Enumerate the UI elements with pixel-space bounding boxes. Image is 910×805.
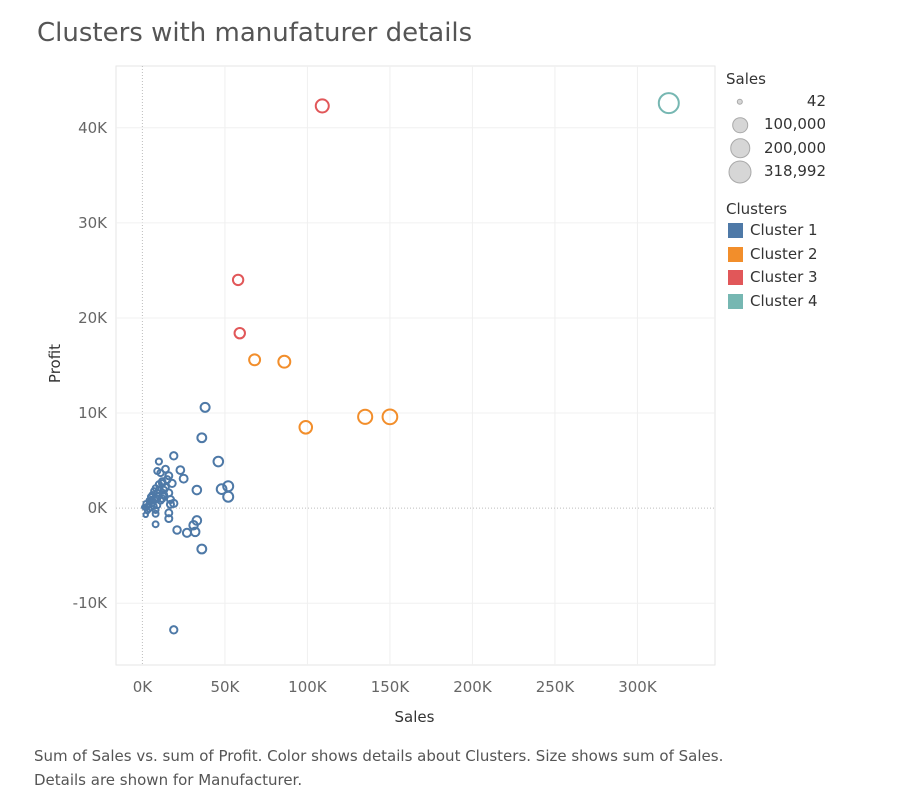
cluster-1-point — [175, 465, 186, 475]
cluster-1-point — [142, 511, 149, 519]
y-tick-label: 0K — [88, 499, 109, 517]
cluster-2-point — [381, 408, 399, 426]
cluster-1-point — [169, 625, 179, 635]
y-tick-label: -10K — [73, 594, 108, 612]
x-tick-label: 250K — [536, 678, 576, 696]
x-tick-label: 100K — [288, 678, 328, 696]
size-legend-circle — [736, 98, 744, 105]
legend: Sales 42 100,000 200,000 318,992 Clusters C… — [726, 70, 826, 314]
cluster-1-point — [212, 455, 225, 468]
color-legend-swatch — [728, 270, 743, 286]
cluster-1-point — [188, 520, 199, 531]
cluster-1-point — [165, 499, 175, 509]
y-tick-label: 10K — [78, 404, 108, 422]
color-legend-swatch — [728, 223, 743, 239]
size-legend-item: 200,000 — [726, 137, 826, 160]
color-legend-item[interactable]: Cluster 2 — [726, 244, 826, 268]
cluster-1-point — [199, 401, 211, 413]
x-tick-label: 150K — [371, 678, 411, 696]
color-legend-item[interactable]: Cluster 4 — [726, 291, 826, 315]
plot-frame — [115, 65, 716, 666]
color-legend-label: Cluster 4 — [750, 291, 818, 310]
color-legend-item[interactable]: Cluster 3 — [726, 267, 826, 291]
chart-title: Clusters with manufaturer details — [37, 18, 473, 48]
y-tick-label: 40K — [78, 119, 108, 137]
cluster-1-point — [153, 467, 162, 476]
size-legend-item: 100,000 — [726, 113, 826, 136]
cluster-1-point — [151, 506, 160, 514]
cluster-2-point — [248, 353, 262, 367]
cluster-1-point — [154, 485, 163, 495]
cluster-1-point — [151, 520, 160, 529]
size-legend-label: 200,000 — [763, 138, 826, 157]
size-legend-label: 42 — [806, 92, 826, 110]
cluster-1-point — [162, 475, 172, 485]
y-tick-label: 20K — [78, 309, 108, 327]
color-legend-label: Cluster 2 — [750, 244, 818, 263]
color-legend-label: Cluster 1 — [750, 221, 818, 240]
cluster-1-point — [178, 473, 189, 484]
size-legend: 42 100,000 200,000 318,992 — [726, 90, 826, 184]
cluster-1-point — [215, 483, 228, 495]
cluster-1-point — [154, 457, 163, 466]
cluster-1-point — [164, 508, 174, 518]
cluster-1-point — [157, 477, 167, 486]
cluster-1-point — [142, 500, 149, 507]
size-legend-title: Sales — [726, 70, 766, 88]
cluster-1-point — [164, 514, 174, 524]
x-tick-label: 200K — [453, 678, 493, 696]
x-tick-label: 300K — [618, 678, 658, 696]
size-legend-item: 42 — [726, 90, 826, 113]
size-legend-label: 318,992 — [763, 161, 826, 180]
size-legend-label: 100,000 — [763, 115, 826, 134]
y-tick-label: 30K — [78, 214, 108, 232]
color-legend-swatch — [728, 293, 743, 309]
cluster-3-point — [314, 98, 330, 114]
cluster-3-point — [233, 326, 246, 340]
cluster-1-point — [169, 451, 179, 461]
cluster-1-point — [196, 543, 208, 555]
size-legend-circle — [732, 117, 748, 133]
color-legend-title: Clusters — [726, 200, 788, 219]
cluster-1-point — [159, 490, 169, 500]
scatter-plot: 0K 50K 100K 150K 200K 250K 300K -10K 0K 10K 20K 30K… — [46, 65, 716, 726]
cluster-2-point — [277, 354, 292, 369]
cluster-4-point — [657, 92, 680, 115]
cluster-1-point — [191, 484, 203, 496]
size-legend-item: 318,992 — [726, 160, 826, 184]
y-axis-title: Profit — [46, 344, 64, 383]
cluster-1-point — [196, 432, 208, 444]
color-legend-item[interactable]: Cluster 1 — [726, 220, 826, 244]
cluster-1-point — [222, 490, 235, 503]
cluster-2-point — [357, 408, 374, 425]
x-axis-title: Sales — [395, 708, 435, 726]
chart-caption: Sum of Sales vs. sum of Profit. Color sh… — [34, 747, 724, 789]
cluster-1-point — [153, 494, 162, 503]
color-legend: Cluster 1 Cluster 2 Cluster 3 Cluster 4 — [726, 220, 826, 314]
cluster-2-point — [298, 420, 314, 435]
color-legend-label: Cluster 3 — [750, 268, 818, 287]
cluster-1-point — [181, 527, 192, 538]
color-legend-swatch — [728, 246, 743, 262]
cluster-1-point — [151, 509, 160, 518]
cluster-3-point — [231, 273, 245, 287]
cluster-1-point — [172, 525, 182, 535]
size-legend-circle — [728, 160, 752, 184]
x-tick-label: 50K — [210, 678, 240, 696]
cluster-1-point — [148, 499, 157, 508]
size-legend-circle — [730, 138, 750, 158]
x-tick-label: 0K — [133, 678, 154, 696]
